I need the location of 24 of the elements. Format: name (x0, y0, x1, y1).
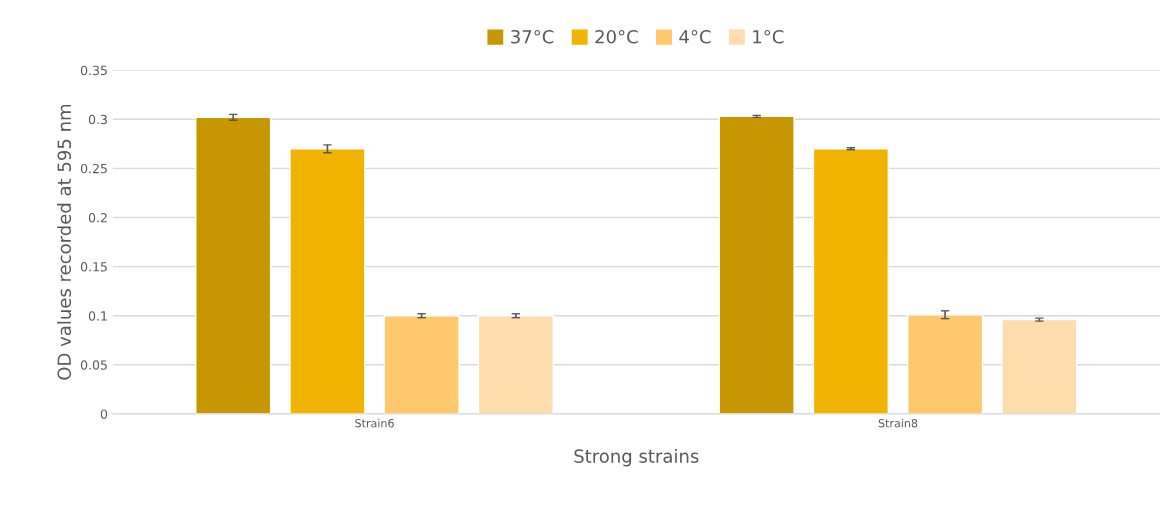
x-tick-label: Strain6 (355, 418, 394, 428)
y-tick-label: 0 (100, 409, 108, 419)
bar (812, 148, 890, 414)
y-tick-label: 0.2 (88, 212, 107, 223)
y-tick-label: 0.1 (88, 311, 107, 321)
bar (477, 315, 554, 414)
x-tick-label: Strain8 (878, 418, 918, 428)
bar (383, 315, 460, 414)
y-tick-label: 0.35 (80, 65, 107, 76)
bar (289, 148, 366, 414)
bar (195, 116, 272, 414)
legend-label: 37°C (511, 29, 554, 44)
y-tick-label: 0.05 (80, 360, 107, 370)
y-tick-label: 0.25 (80, 163, 107, 174)
legend-label: 4°C (679, 29, 711, 44)
legend-label: 1°C (753, 29, 784, 44)
bar (718, 115, 795, 414)
y-axis-title: OD values recorded at 595 nm (57, 104, 72, 380)
legend-label: 20°C (595, 29, 638, 44)
y-tick-label: 0.15 (80, 262, 107, 272)
bar (1001, 318, 1078, 414)
bar (906, 314, 984, 414)
x-axis-title: Strong strains (574, 448, 699, 467)
y-tick-label: 0.3 (88, 114, 107, 125)
